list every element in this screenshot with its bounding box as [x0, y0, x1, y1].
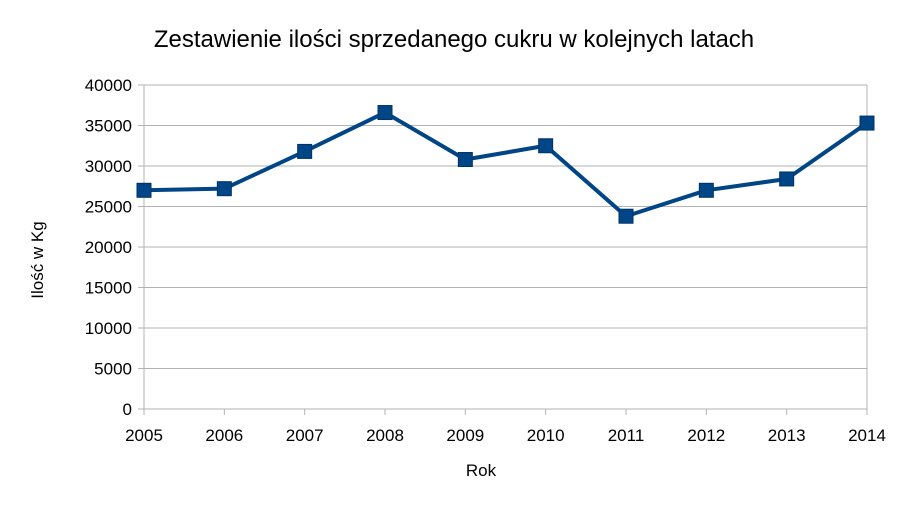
- x-axis-title: Rok: [465, 461, 497, 480]
- y-tick-label: 15000: [85, 279, 132, 298]
- y-tick-label: 35000: [85, 117, 132, 136]
- x-tick-label: 2011: [608, 426, 645, 445]
- x-tick-label: 2013: [768, 426, 806, 445]
- data-point-marker: [457, 152, 473, 168]
- data-point-marker: [618, 208, 634, 224]
- chart-title: Zestawienie ilości sprzedanego cukru w k…: [153, 26, 755, 53]
- data-point-marker: [297, 143, 313, 159]
- data-point-marker: [779, 171, 795, 187]
- y-tick-label: 0: [123, 400, 132, 419]
- data-point-marker: [136, 182, 152, 198]
- y-tick-label: 10000: [85, 319, 132, 338]
- x-tick-label: 2014: [848, 426, 886, 445]
- data-point-marker: [538, 138, 554, 154]
- data-point-marker: [859, 115, 875, 131]
- x-tick-label: 2009: [446, 426, 484, 445]
- data-point-marker: [377, 105, 393, 121]
- x-tick-label: 2008: [366, 426, 404, 445]
- y-tick-label: 30000: [85, 157, 132, 176]
- x-tick-label: 2012: [687, 426, 725, 445]
- data-point-marker: [216, 181, 232, 197]
- y-tick-label: 40000: [85, 76, 132, 95]
- x-tick-label: 2007: [286, 426, 324, 445]
- x-tick-label: 2006: [205, 426, 243, 445]
- y-tick-label: 20000: [85, 238, 132, 257]
- series-line: [142, 110, 869, 219]
- y-tick-label: 5000: [94, 360, 132, 379]
- y-tick-label: 25000: [85, 198, 132, 217]
- data-point-marker: [698, 182, 714, 198]
- x-tick-label: 2010: [527, 426, 565, 445]
- x-tick-label: 2005: [125, 426, 163, 445]
